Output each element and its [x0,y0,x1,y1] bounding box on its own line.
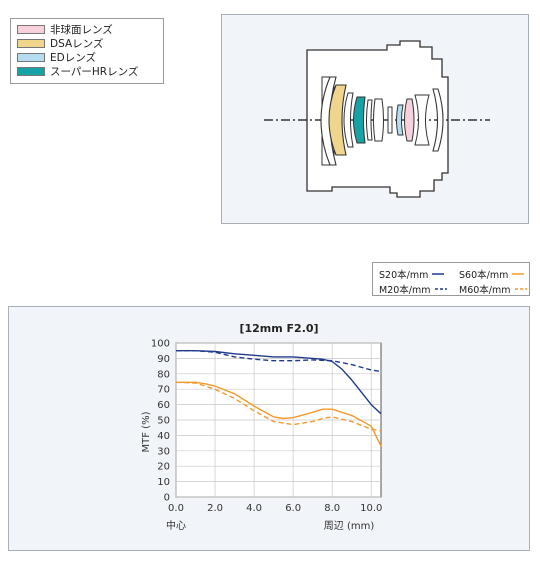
legend-label: DSAレンズ [50,38,104,50]
chart-title: [12mm F2.0] [239,322,318,335]
chart-series [175,350,382,447]
legend-label: 非球面レンズ [50,24,113,36]
key-s20-label: S20本/mm [379,270,429,281]
lens-element-2-dsa [328,84,347,156]
lens-element-9-aspherical [404,98,415,142]
key-s20: S20本/mm [379,267,445,281]
legend-swatch [17,25,45,34]
lens-element-11 [432,88,444,152]
lens-element-4-super-hr [353,96,366,144]
legend-swatch [17,67,45,76]
key-s20-line [432,273,445,275]
y-tick-label: 90 [157,354,170,365]
x-axis-label-center: 中心 [166,519,186,532]
y-tick-labels: 0 10 20 30 40 50 60 70 80 90 100 [151,339,170,504]
y-tick-label: 10 [157,477,170,488]
x-tick-label: 2.0 [207,503,223,514]
lens-legend: 非球面レンズ DSAレンズ EDレンズ スーパーHRレンズ [10,18,164,84]
key-m20-label: M20本/mm [379,285,431,296]
lens-element-7 [387,106,393,134]
series-line-2 [176,381,382,447]
key-m60-line [514,288,527,290]
mtf-chart: [12mm F2.0] 0 10 20 30 40 50 60 70 80 90 100 0.0 2.… [141,322,382,532]
x-tick-label: 8.0 [324,503,340,514]
key-s60-label: S60本/mm [459,270,509,281]
lens-construction-diagram [264,40,490,198]
lens-construction-panel [221,14,529,224]
legend-label: EDレンズ [50,52,97,64]
key-m60-label: M60本/mm [459,285,511,296]
legend-item-super-hr: スーパーHRレンズ [17,65,138,78]
chart-grid [175,342,382,498]
y-tick-label: 70 [157,385,170,396]
legend-item-dsa: DSAレンズ [17,37,103,50]
x-tick-labels: 0.0 2.0 4.0 6.0 8.0 10.0 [168,503,382,514]
x-tick-label: 0.0 [168,503,184,514]
y-tick-label: 20 [157,462,170,473]
key-m20-line [434,288,447,290]
series-line-3 [175,381,382,432]
mtf-key: S20本/mm S60本/mm M20本/mm M60本/mm [372,262,530,296]
x-tick-label: 4.0 [246,503,262,514]
lens-element-10 [414,94,430,146]
series-line-0 [176,350,382,415]
y-axis-label: MTF (%) [141,411,152,452]
y-tick-label: 50 [157,416,170,427]
lens-element-5 [366,99,373,141]
legend-item-ed: EDレンズ [17,51,96,64]
key-m20: M20本/mm [379,282,447,296]
key-s60-line [512,273,525,275]
x-tick-label: 6.0 [285,503,301,514]
lens-element-6 [373,98,384,142]
x-axis-label-periphery: 周辺 (mm) [324,520,375,532]
key-m60: M60本/mm [459,282,527,296]
legend-swatch [17,53,45,62]
y-tick-label: 60 [157,400,170,411]
legend-swatch [17,39,45,48]
y-tick-label: 0 [164,493,170,504]
series-line-1 [176,350,382,373]
y-tick-label: 100 [151,339,170,350]
legend-label: スーパーHRレンズ [50,66,139,78]
lens-element-8-ed [396,104,404,136]
legend-item-aspherical: 非球面レンズ [17,23,113,36]
y-tick-label: 40 [157,431,170,442]
lens-element-3 [343,92,354,148]
mtf-chart-panel: [12mm F2.0] 0 10 20 30 40 50 60 70 80 90 100 0.0 2.… [8,306,530,551]
y-tick-label: 30 [157,446,170,457]
y-tick-label: 80 [157,369,170,380]
x-tick-label: 10.0 [360,503,382,514]
key-s60: S60本/mm [459,267,525,281]
